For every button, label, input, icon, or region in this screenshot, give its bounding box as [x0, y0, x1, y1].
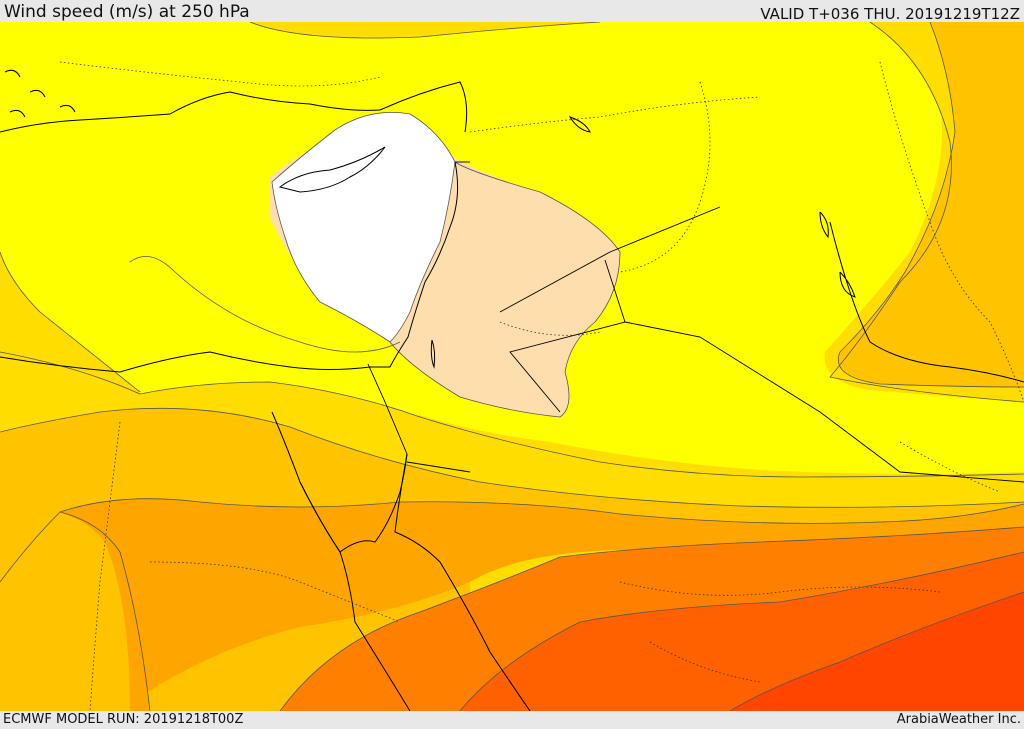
coast-lake-van: [568, 116, 591, 133]
border-arabia-east: [899, 441, 1001, 493]
contour-dark-orange: [279, 526, 1024, 711]
contour-amber-northeast: [838, 22, 1024, 388]
border-saudi-inner-2: [649, 641, 761, 683]
wind-bands: [0, 22, 1024, 711]
coastlines: [0, 69, 1024, 711]
header-bar: [0, 0, 1024, 22]
contour-beige: [389, 161, 621, 418]
coast-red-sea-west: [299, 453, 408, 553]
band-yellow-west-lobe: [125, 256, 420, 422]
border-egypt-libya: [89, 421, 121, 711]
contour-yellow-north: [249, 22, 1024, 403]
band-dark-orange: [280, 527, 1024, 711]
band-red-orange: [460, 552, 1024, 711]
map-area: [0, 22, 1024, 711]
map-title: Wind speed (m/s) at 250 hPa: [4, 2, 250, 22]
country-borders: [59, 61, 1024, 711]
band-gold-middle: [0, 352, 1024, 505]
coast-egypt-north: [0, 351, 390, 373]
coast-sinai-east: [394, 453, 531, 711]
border-turkey-inner: [59, 61, 381, 87]
contour-lines: [0, 22, 1024, 711]
contour-amber-band: [0, 407, 1024, 508]
contour-red-orange: [459, 551, 1024, 711]
border-aqaba: [406, 461, 471, 473]
band-orange: [0, 498, 1024, 711]
valid-time: VALID T+036 THU. 20191219T12Z: [760, 5, 1020, 23]
band-amber-northeast: [838, 22, 1024, 387]
coast-levant: [389, 161, 459, 368]
band-amber-band: [0, 408, 1024, 530]
model-run-label: ECMWF MODEL RUN: 20191218T00Z: [3, 712, 244, 727]
contour-orange-lower: [0, 511, 151, 711]
border-saudi-inner-1: [619, 581, 941, 596]
provider-credit: ArabiaWeather Inc.: [896, 712, 1021, 727]
band-white-calm: [272, 112, 455, 342]
contour-orange: [59, 498, 1024, 524]
border-saudi-jordan: [509, 259, 626, 413]
straight-borders: [367, 161, 1024, 483]
border-saudi-iraq: [624, 321, 1024, 483]
coast-turkey-south: [0, 81, 468, 133]
border-jordan-iraq: [499, 206, 721, 313]
coast-aegean-islands: [4, 69, 76, 118]
border-turkey-syria: [469, 96, 761, 133]
border-egypt-sudan: [149, 561, 401, 623]
band-amber-west-inner: [0, 512, 130, 711]
contour-gold-middle: [0, 351, 1024, 478]
border-iraq-iran: [879, 61, 1024, 403]
footer-bar: [0, 711, 1024, 729]
contour-red: [729, 591, 1024, 711]
coast-dead-sea: [430, 339, 436, 369]
contour-white: [271, 111, 456, 343]
coast-persian-gulf: [829, 221, 1024, 383]
band-red: [730, 592, 1024, 711]
coast-iraq-lakes: [819, 211, 856, 298]
contour-yellow-west: [0, 251, 401, 393]
border-egypt-israel: [367, 363, 408, 455]
wind-map: [0, 22, 1024, 711]
coast-cyprus: [278, 146, 386, 193]
